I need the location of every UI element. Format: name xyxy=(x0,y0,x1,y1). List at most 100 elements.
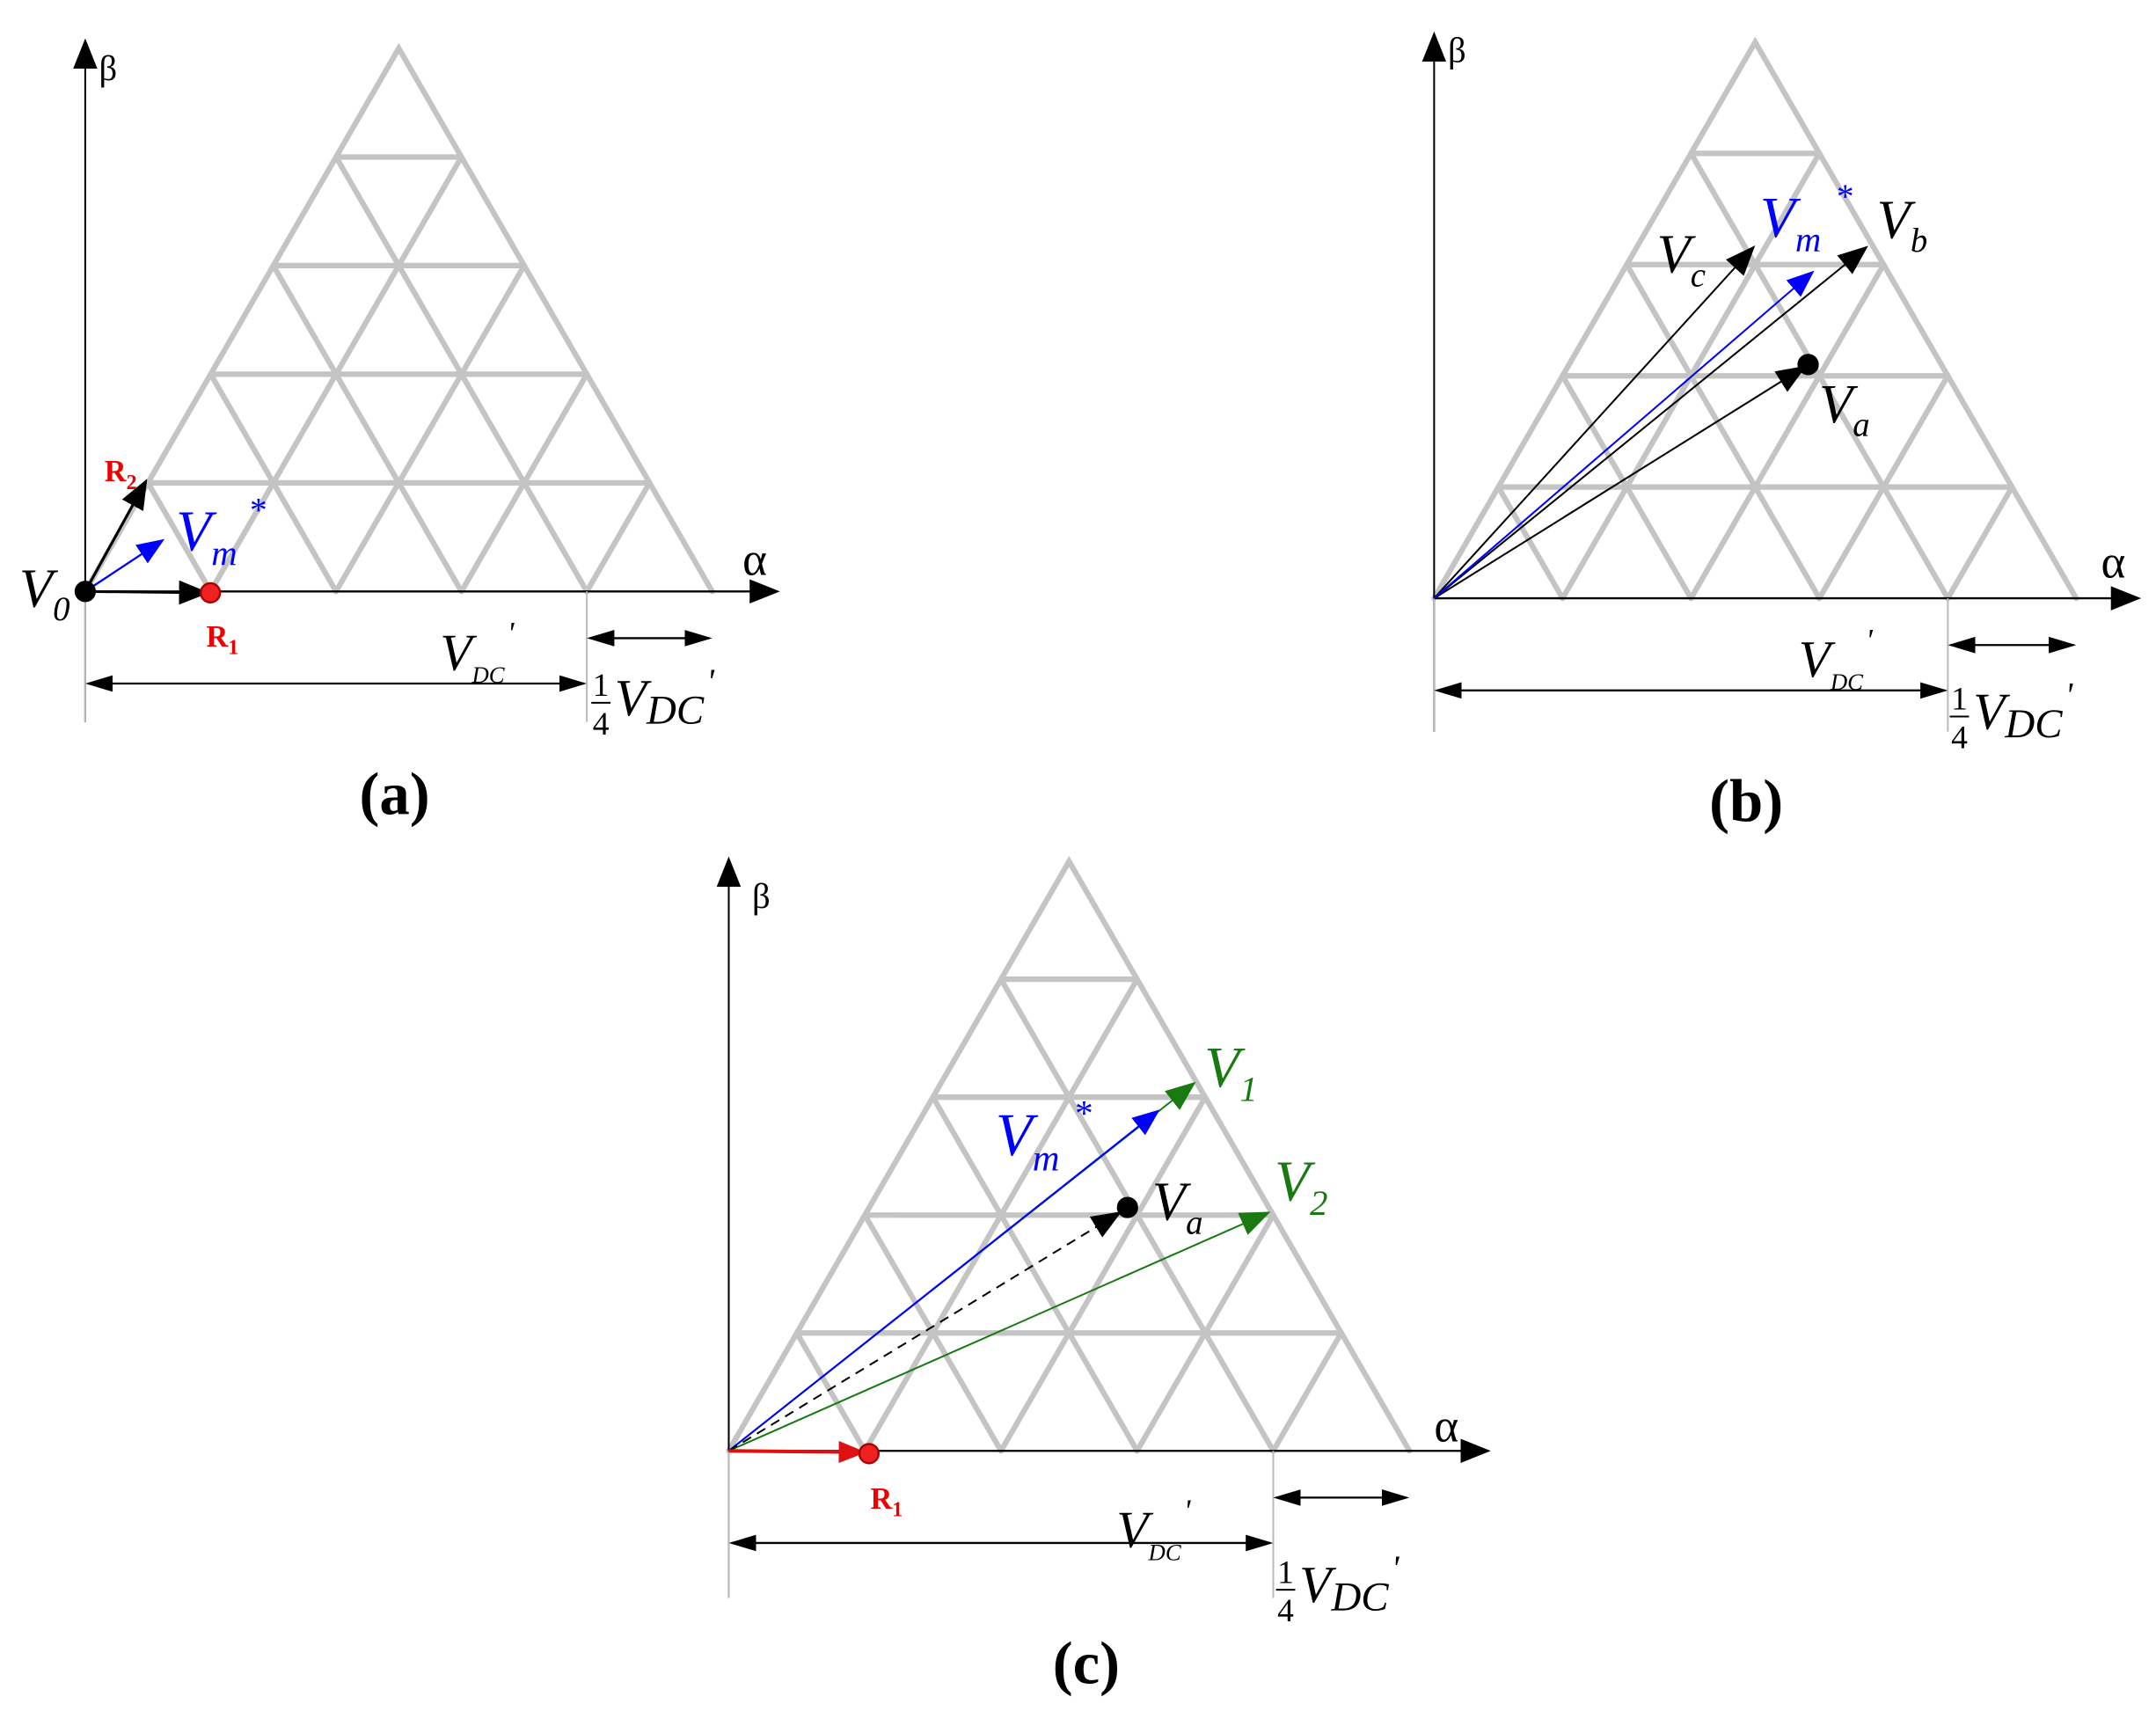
label-sub: 2 xyxy=(1310,1183,1327,1223)
label: V1 xyxy=(1204,1035,1257,1108)
caption: (c) xyxy=(1053,1629,1120,1696)
grid-line xyxy=(1688,150,1951,602)
label-base: V xyxy=(1275,1150,1316,1214)
label: Vc xyxy=(1657,223,1706,295)
label-sub: a xyxy=(1186,1203,1202,1241)
label-base: V xyxy=(176,499,217,563)
label-base: V xyxy=(1819,373,1859,435)
label-sup: ' xyxy=(706,662,715,701)
grid-line xyxy=(998,1094,1209,1454)
label-base: V xyxy=(1204,1035,1246,1100)
beta-label: β xyxy=(1448,30,1466,69)
label-sup: * xyxy=(1835,177,1853,216)
vector xyxy=(84,580,209,605)
grid-line xyxy=(1270,1330,1344,1454)
triangle-grid xyxy=(82,42,715,595)
label-base: R xyxy=(206,620,229,654)
grid-line xyxy=(145,479,214,595)
point xyxy=(1116,1196,1138,1218)
label-sup: * xyxy=(1073,1093,1092,1133)
label-base: V xyxy=(996,1101,1039,1168)
fraction-numerator: 1 xyxy=(593,668,610,704)
fraction-denominator: 4 xyxy=(1277,1593,1294,1629)
caption: (b) xyxy=(1709,767,1783,834)
grid-line xyxy=(793,1330,868,1454)
label-sub: 2 xyxy=(127,472,137,494)
label-base: V xyxy=(1116,1501,1153,1559)
grid-line xyxy=(333,262,527,595)
label-base: V xyxy=(440,623,477,681)
alpha-label: α xyxy=(2101,538,2125,589)
vector xyxy=(84,479,148,593)
label-base: V xyxy=(1657,223,1697,285)
label-sub: c xyxy=(1691,256,1706,294)
grid-line xyxy=(1945,484,2015,602)
vector xyxy=(84,538,165,593)
label: VDC' xyxy=(440,616,515,689)
fraction-numerator: 1 xyxy=(1951,682,1968,718)
label-sub: a xyxy=(1853,406,1869,444)
grid-line xyxy=(333,154,590,595)
beta-label: β xyxy=(99,48,118,88)
triangle-grid xyxy=(1431,36,2079,602)
label-base: V xyxy=(19,557,59,618)
label: Va xyxy=(1819,373,1870,444)
fraction-denominator: 4 xyxy=(593,706,610,742)
label-base: V xyxy=(1152,1171,1192,1232)
fraction-numerator: 1 xyxy=(1277,1554,1294,1591)
label: Vb xyxy=(1877,189,1928,260)
grid-line xyxy=(1624,261,1823,602)
triangle-grid xyxy=(726,855,1413,1454)
label-base: V xyxy=(1799,630,1836,688)
grid-line xyxy=(862,1212,1005,1454)
label: V0 xyxy=(19,557,70,628)
label: Vm * xyxy=(1760,177,1853,259)
grid-line xyxy=(208,371,340,595)
label: VDC' xyxy=(1799,622,1875,695)
label: V2 xyxy=(1275,1150,1327,1223)
label-sub: DC xyxy=(1148,1540,1182,1566)
label-sup: * xyxy=(248,491,266,530)
label-sub: 1 xyxy=(1239,1069,1257,1108)
triangle-outline xyxy=(1431,36,2079,602)
label: Va xyxy=(1152,1171,1203,1242)
point xyxy=(200,581,222,603)
label-sub: m xyxy=(211,533,237,573)
label-sub: 1 xyxy=(228,636,238,659)
label-sup: ' xyxy=(1866,622,1874,657)
alpha-label: α xyxy=(1434,1401,1458,1452)
triangle-outline xyxy=(82,42,715,595)
label-base: V xyxy=(615,669,652,727)
triangle-outline xyxy=(726,855,1413,1454)
fraction-denominator: 4 xyxy=(1951,720,1968,756)
vector xyxy=(1433,270,1815,599)
grid-line xyxy=(930,1094,1140,1454)
beta-label: β xyxy=(752,876,771,916)
label-sub: m xyxy=(1033,1137,1060,1179)
label-sup: ' xyxy=(1392,1548,1400,1588)
label-sub: DC xyxy=(1830,669,1864,695)
label-sub: DC xyxy=(1330,1575,1389,1620)
grid-line xyxy=(584,479,653,595)
alpha-label: α xyxy=(742,535,767,586)
label-base: V xyxy=(1877,189,1917,251)
quarter-label: VDC' xyxy=(1973,676,2074,747)
grid-line xyxy=(1560,373,1694,602)
grid-line xyxy=(270,262,464,595)
quarter-label: VDC' xyxy=(615,662,716,733)
label: R1 xyxy=(870,1482,903,1522)
vector xyxy=(1433,245,1756,599)
vector xyxy=(728,1441,866,1464)
label-sub: 0 xyxy=(53,590,69,628)
point xyxy=(858,1443,881,1465)
grid-line xyxy=(998,976,1276,1454)
vector xyxy=(727,1211,1122,1452)
label-base: V xyxy=(1973,683,2010,741)
label: Vm * xyxy=(176,491,266,573)
caption: (a) xyxy=(360,761,430,828)
grid-line xyxy=(1495,484,1566,602)
point xyxy=(74,581,97,603)
